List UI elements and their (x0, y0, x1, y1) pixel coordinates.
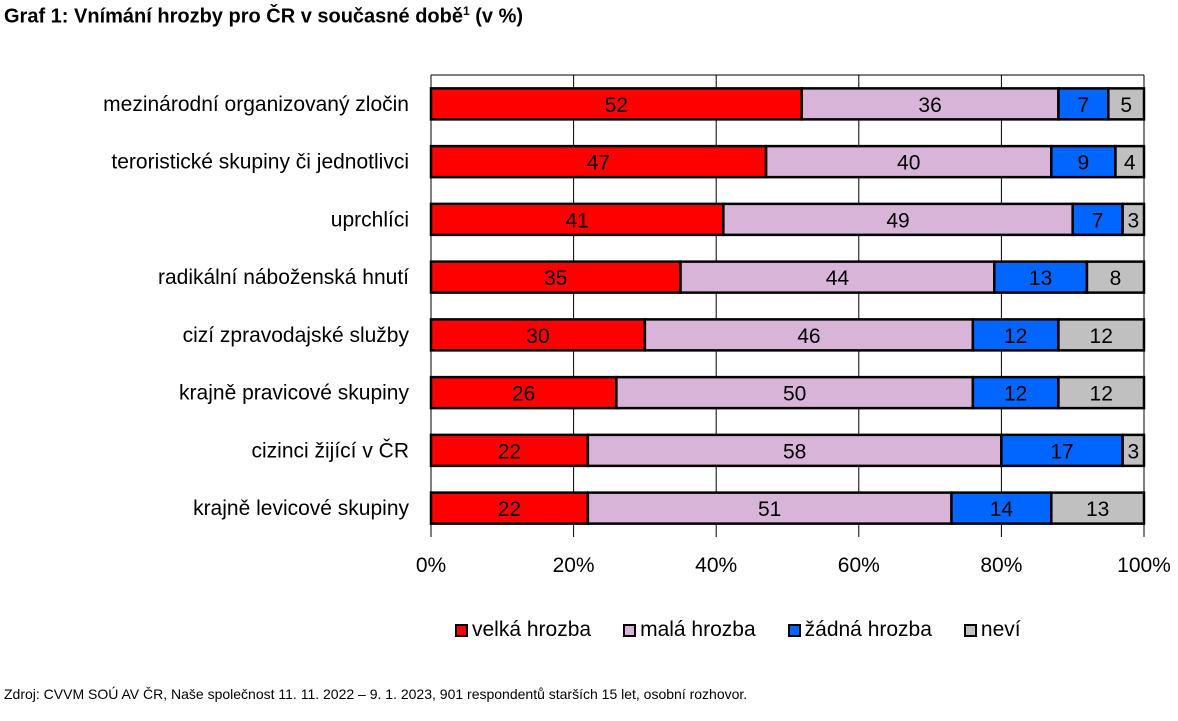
bar-segment (429, 375, 618, 410)
data-label: 58 (783, 440, 806, 463)
data-label: 7 (1078, 94, 1090, 117)
bar-segment (1057, 375, 1146, 410)
bar-segment (429, 87, 804, 121)
data-label: 26 (512, 383, 535, 406)
data-label: 35 (544, 267, 567, 290)
data-label: 12 (1090, 383, 1113, 406)
data-label: 47 (587, 152, 610, 175)
bar-segment (615, 375, 975, 410)
data-label: 4 (1124, 152, 1136, 175)
x-tick-label: 40% (695, 554, 737, 577)
data-label: 22 (498, 498, 521, 521)
data-label: 17 (1050, 440, 1073, 463)
category-label: mezinárodní organizovaný zločin (103, 93, 409, 116)
chart-title-text: Graf 1: Vnímání hrozby pro ČR v současné… (4, 5, 463, 28)
chart: mezinárodní organizovaný zločin 52 36 7 5 ter… (103, 74, 1171, 577)
legend-item: žádná hrozba (787, 618, 932, 642)
legend-label: žádná hrozba (804, 618, 932, 641)
bar-segment (429, 144, 768, 179)
data-label: 52 (605, 94, 628, 117)
legend-label: neví (980, 618, 1021, 641)
data-label: 22 (498, 440, 521, 463)
data-label: 13 (1029, 267, 1052, 290)
x-tick-label: 80% (980, 554, 1022, 577)
data-label: 51 (758, 498, 781, 521)
legend-item: neví (963, 618, 1021, 642)
x-tick-label: 60% (838, 554, 880, 577)
bar-segment (722, 202, 1074, 237)
category-label: krajně levicové skupiny (193, 497, 409, 520)
legend-swatch (963, 623, 977, 637)
data-label: 36 (918, 94, 941, 117)
bar-segment (643, 318, 975, 352)
data-label: 5 (1120, 94, 1132, 117)
title-footnote-mark: 1 (462, 4, 470, 18)
bar-segment (950, 491, 1053, 525)
chart-title: Graf 1: Vnímání hrozby pro ČR v současné… (4, 4, 523, 29)
legend-label: velká hrozba (472, 618, 592, 641)
bar-segment (1085, 260, 1146, 294)
legend-item: malá hrozba (623, 618, 756, 642)
category-label: uprchlíci (331, 208, 409, 231)
x-tick-label: 100% (1117, 554, 1171, 577)
bar-segment (429, 318, 647, 352)
data-label: 14 (990, 498, 1014, 521)
title-unit: (v %) (469, 5, 524, 28)
category-label: krajně pravicové skupiny (179, 382, 409, 405)
data-label: 12 (1090, 325, 1113, 348)
bar-segment (800, 87, 1060, 121)
data-label: 46 (797, 325, 820, 348)
data-label: 9 (1078, 152, 1090, 175)
legend-label: malá hrozba (640, 618, 756, 641)
data-label: 12 (1004, 383, 1027, 406)
bar-segment (1121, 202, 1146, 237)
bar-segment (1050, 144, 1117, 179)
x-tick-label: 0% (416, 554, 446, 577)
data-label: 49 (886, 209, 909, 232)
data-label: 44 (826, 267, 850, 290)
legend-swatch (787, 623, 801, 637)
legend-swatch (455, 623, 468, 637)
chart-legend: velká hrozba malá hrozba žádná hrozba neví (455, 618, 1053, 642)
legend-item: velká hrozba (455, 618, 591, 642)
data-label: 3 (1127, 440, 1139, 463)
bar-segment (429, 491, 590, 525)
category-label: cizinci žijící v ČR (251, 439, 409, 462)
data-label: 12 (1004, 325, 1027, 348)
bar-segment (993, 260, 1089, 294)
category-label: cizí zpravodajské služby (183, 324, 410, 347)
bar-segment (586, 491, 953, 525)
bar-segment (679, 260, 996, 294)
source-note: Zdroj: CVVM SOÚ AV ČR, Naše společnost 1… (4, 686, 748, 702)
data-label: 13 (1086, 498, 1109, 521)
bar-segment (1057, 318, 1146, 352)
data-label: 40 (897, 152, 920, 175)
data-label: 50 (783, 383, 806, 406)
bar-segment (1000, 433, 1124, 468)
bar-segment (429, 433, 590, 468)
bar-segment (429, 202, 725, 237)
bar-segment (1107, 87, 1146, 121)
data-label: 3 (1127, 209, 1139, 232)
legend-swatch (623, 623, 637, 637)
bar-segment (1050, 491, 1146, 525)
data-label: 41 (565, 209, 588, 232)
category-label: radikální náboženská hnutí (158, 266, 409, 289)
data-label: 30 (526, 325, 549, 348)
bar-segment (1114, 144, 1146, 179)
x-tick-label: 20% (553, 554, 595, 577)
bar-segment (1121, 433, 1146, 468)
data-label: 8 (1110, 267, 1122, 290)
category-label: teroristické skupiny či jednotlivci (111, 151, 409, 174)
bar-segment (764, 144, 1053, 179)
data-label: 7 (1092, 209, 1104, 232)
